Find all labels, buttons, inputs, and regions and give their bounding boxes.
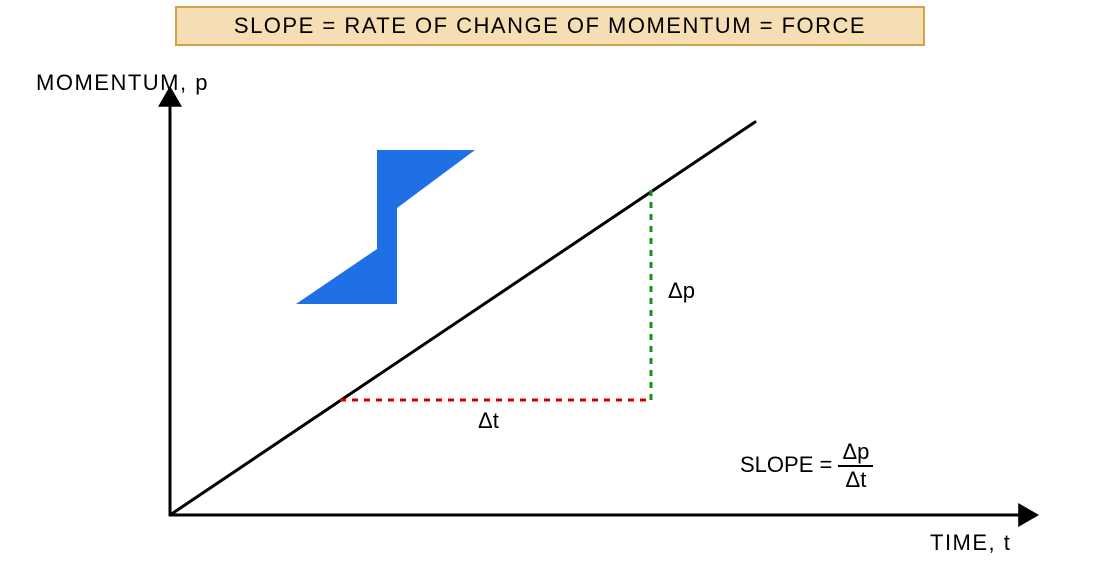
momentum-line — [170, 122, 755, 515]
x-axis-label: TIME, t — [930, 530, 1011, 556]
delta-p-label: Δp — [668, 278, 695, 304]
delta-t-label: Δt — [478, 408, 499, 434]
x-axis-arrowhead — [1018, 503, 1039, 527]
slope-equation: SLOPE = Δp Δt — [740, 440, 873, 492]
y-axis-label: MOMENTUM, p — [36, 70, 209, 96]
axes — [158, 86, 1039, 527]
slope-numerator: Δp — [838, 440, 873, 467]
slope-denominator: Δt — [838, 467, 873, 492]
slope-fraction: Δp Δt — [838, 440, 873, 492]
lightning-icon — [296, 150, 475, 304]
diagram-canvas: SLOPE = RATE OF CHANGE OF MOMENTUM = FOR… — [0, 0, 1100, 572]
slope-prefix: SLOPE = — [740, 452, 832, 477]
